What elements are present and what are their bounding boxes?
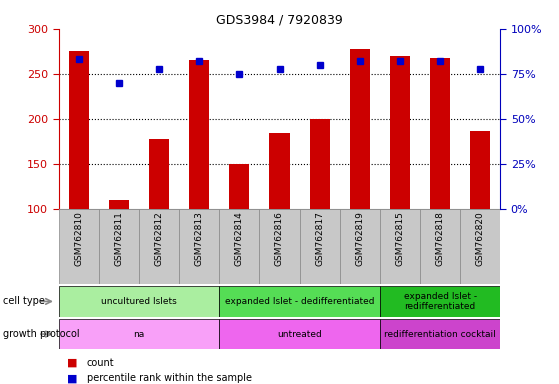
Bar (219, 319, 380, 349)
Text: expanded Islet - dedifferentiated: expanded Islet - dedifferentiated (225, 297, 375, 306)
Text: redifferentiation cocktail: redifferentiation cocktail (384, 329, 496, 339)
Text: ■: ■ (67, 373, 78, 383)
Bar (380, 319, 500, 349)
Text: na: na (134, 329, 145, 339)
Bar (380, 209, 420, 284)
Text: GSM762817: GSM762817 (315, 212, 324, 266)
Bar (380, 286, 500, 317)
Bar (179, 209, 219, 284)
Bar (340, 209, 380, 284)
Title: GDS3984 / 7920839: GDS3984 / 7920839 (216, 13, 343, 26)
Bar (59, 319, 219, 349)
Bar (229, 164, 249, 209)
Text: ■: ■ (67, 358, 78, 368)
Bar (269, 134, 290, 209)
Text: GSM762812: GSM762812 (154, 212, 164, 266)
Bar (430, 58, 450, 209)
Bar (139, 209, 179, 284)
Text: uncultured Islets: uncultured Islets (101, 297, 177, 306)
Bar (300, 209, 340, 284)
Text: GSM762819: GSM762819 (356, 212, 364, 266)
Text: growth protocol: growth protocol (3, 329, 79, 339)
Bar (99, 209, 139, 284)
Bar (219, 286, 380, 317)
Bar (259, 209, 300, 284)
Text: GSM762820: GSM762820 (476, 212, 485, 266)
Text: percentile rank within the sample: percentile rank within the sample (87, 373, 252, 383)
Text: untreated: untreated (277, 329, 322, 339)
Bar (59, 209, 99, 284)
Bar (390, 56, 410, 209)
Text: count: count (87, 358, 114, 368)
Bar (470, 131, 490, 209)
Bar (59, 286, 219, 317)
Text: GSM762811: GSM762811 (115, 212, 124, 266)
Text: GSM762818: GSM762818 (435, 212, 444, 266)
Text: GSM762816: GSM762816 (275, 212, 284, 266)
Text: GSM762815: GSM762815 (395, 212, 405, 266)
Bar (109, 200, 129, 209)
Bar (149, 139, 169, 209)
Bar (350, 49, 370, 209)
Text: GSM762814: GSM762814 (235, 212, 244, 266)
Bar (460, 209, 500, 284)
Text: GSM762813: GSM762813 (195, 212, 203, 266)
Bar (189, 60, 209, 209)
Text: GSM762810: GSM762810 (74, 212, 83, 266)
Text: cell type: cell type (3, 296, 45, 306)
Bar (219, 209, 259, 284)
Text: expanded Islet -
redifferentiated: expanded Islet - redifferentiated (404, 292, 477, 311)
Bar (69, 51, 89, 209)
Bar (310, 119, 330, 209)
Bar (420, 209, 460, 284)
